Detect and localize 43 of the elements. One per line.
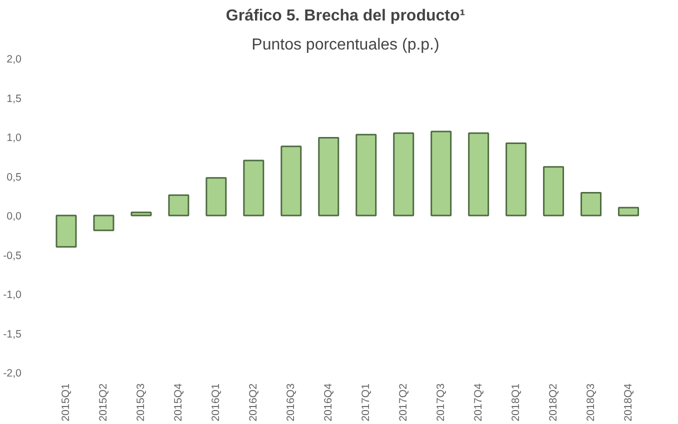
y-tick-label: -1,0 [3,289,22,301]
x-tick-label: 2015Q2 [98,383,110,422]
y-tick-label: -0,5 [3,250,22,262]
x-tick-label: 2016Q1 [210,383,222,422]
x-tick-label: 2015Q3 [135,383,148,422]
y-tick-label: -2,0 [3,368,22,380]
x-tick-label: 2015Q4 [172,383,185,422]
x-tick-label: 2017Q2 [398,383,410,422]
bar [506,142,527,216]
bar [580,192,602,216]
x-tick-label: 2016Q3 [285,383,298,422]
bar [56,214,77,248]
x-tick-label: 2017Q3 [435,383,448,422]
x-tick-label: 2018Q3 [585,383,598,422]
y-tick-label: -1,5 [3,328,22,340]
x-tick-label: 2018Q2 [548,383,560,422]
chart-title: Gráfico 5. Brecha del producto¹ [226,8,466,24]
bar [93,214,114,232]
y-tick-label: 0,0 [6,210,22,222]
bar [243,160,264,216]
bar [356,134,377,216]
bar [618,206,640,216]
y-tick-label: 1,5 [6,92,22,105]
chart-subtitle: Puntos porcentuales (p.p.) [252,36,440,54]
x-tick-label: 2017Q1 [360,383,372,422]
x-tick-label: 2016Q2 [248,383,260,422]
y-tick-label: 2,0 [6,54,22,66]
x-tick-label: 2017Q4 [472,383,485,422]
bar [543,166,564,216]
bar [468,132,490,216]
x-tick-label: 2018Q4 [622,383,635,422]
x-tick-label: 2018Q1 [510,383,522,422]
bar [280,146,302,216]
bar [430,130,452,216]
bar [206,177,227,216]
bar [318,137,340,216]
bar [130,212,152,216]
y-tick-label: 0,5 [6,171,22,184]
x-tick-label: 2016Q4 [322,383,335,422]
y-tick-label: 1,0 [6,132,22,144]
x-tick-label: 2015Q1 [60,383,72,422]
bar [393,132,414,216]
bar [168,194,190,216]
